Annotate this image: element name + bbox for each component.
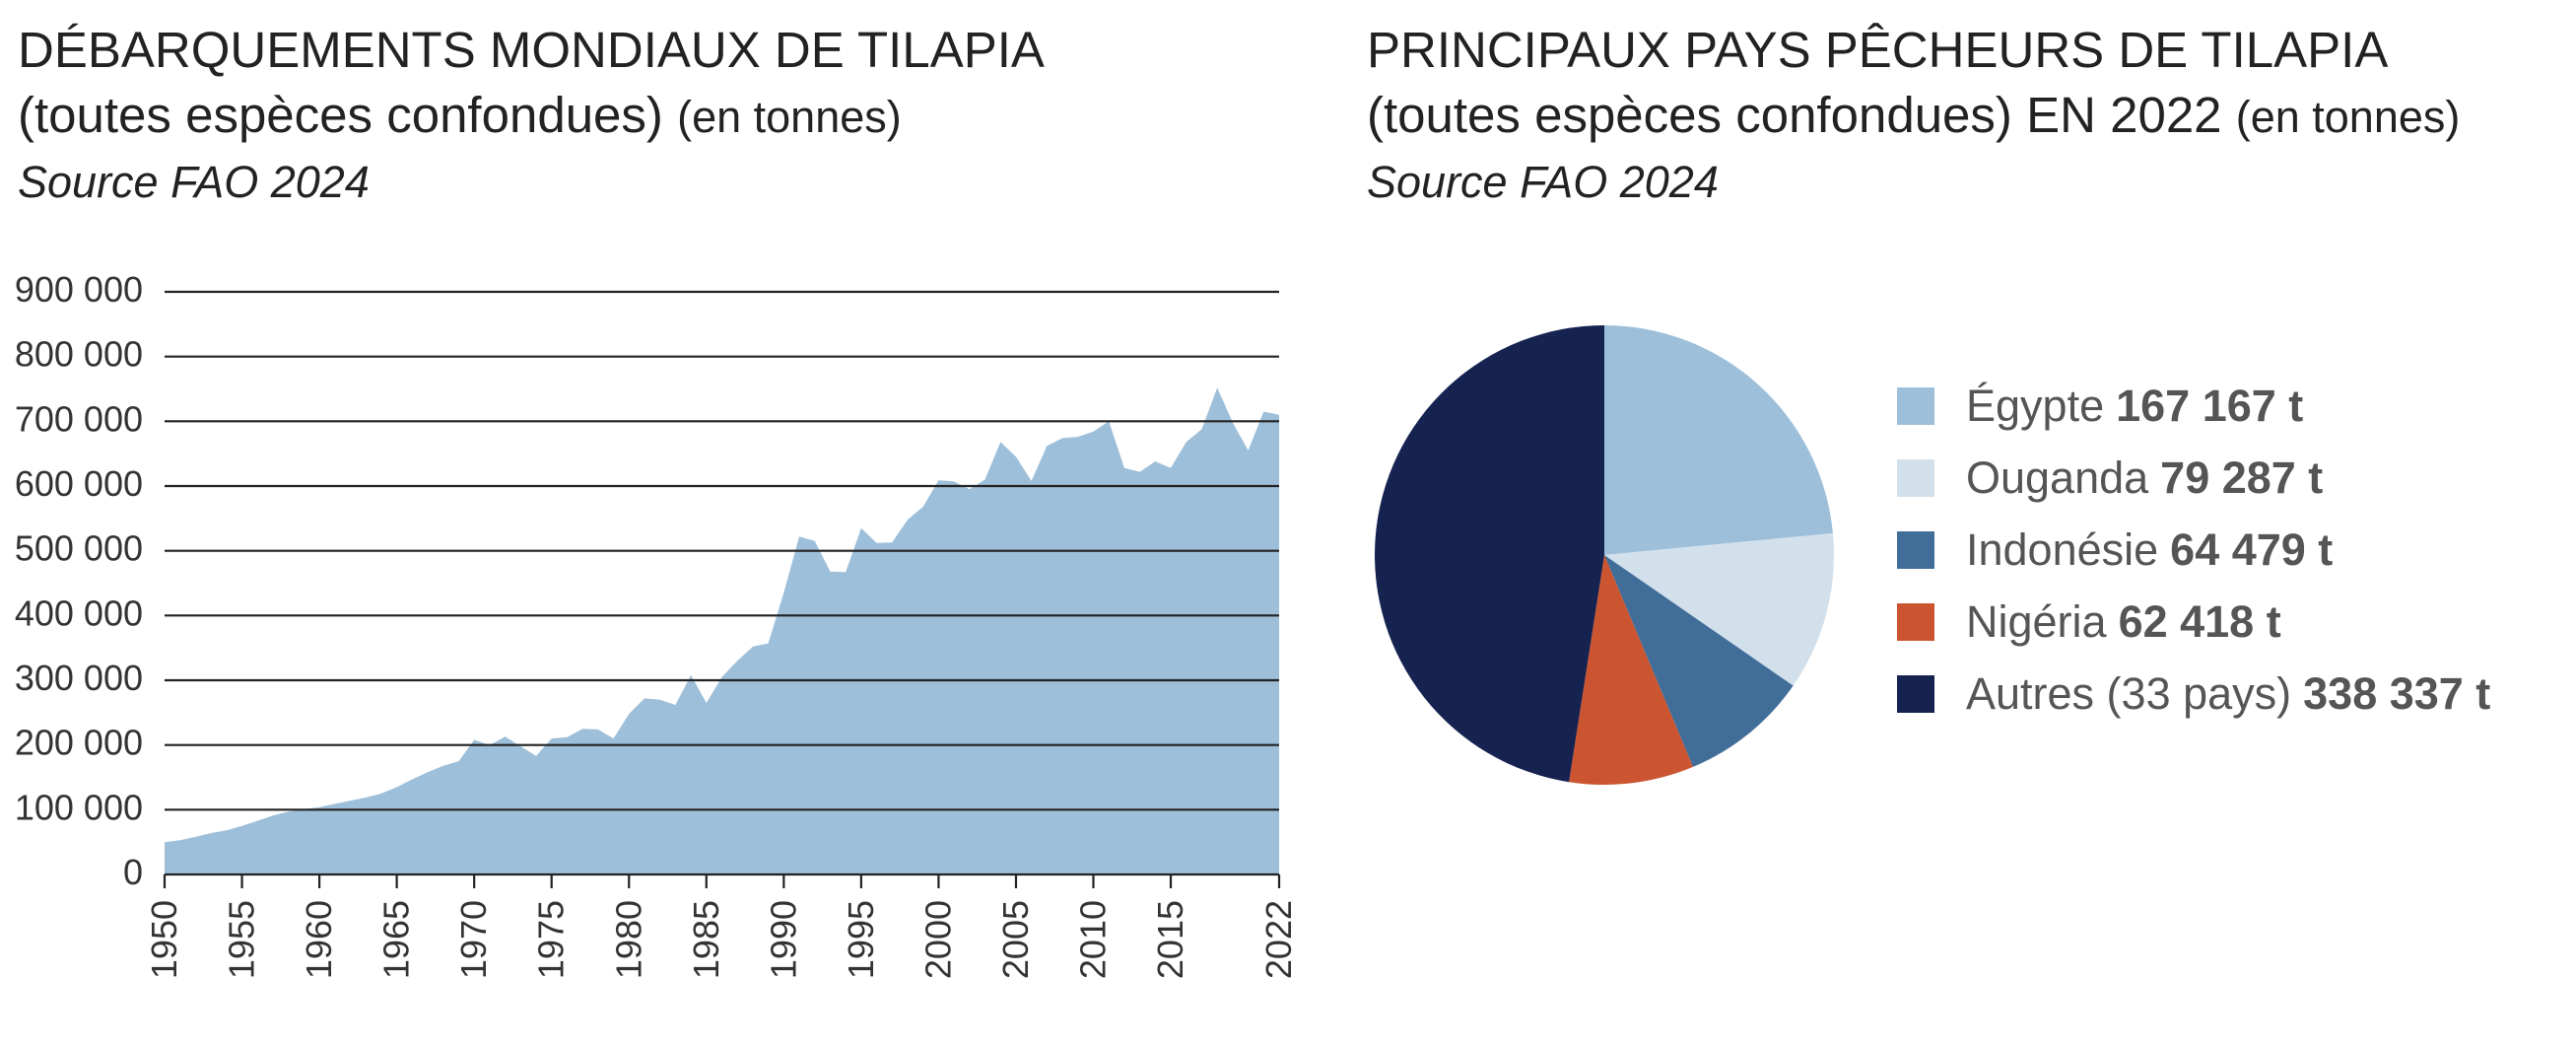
x-tick-label: 2022 [1258, 900, 1299, 979]
x-tick-label: 2015 [1150, 900, 1190, 979]
y-tick-label: 300 000 [15, 658, 143, 698]
countries-chart-title: PRINCIPAUX PAYS PÊCHEURS DE TILAPIA (tou… [1367, 18, 2460, 215]
legend-label: Indonésie [1966, 524, 2159, 575]
x-tick-label: 2010 [1073, 900, 1114, 979]
legend-label: Nigéria [1966, 595, 2107, 647]
legend-value: 79 287 t [2160, 452, 2324, 503]
x-tick-label: 2005 [995, 900, 1036, 979]
x-tick-label: 1950 [144, 900, 184, 979]
countries-source: Source FAO 2024 [1367, 157, 1719, 207]
landings-chart-panel: DÉBARQUEMENTS MONDIAUX DE TILAPIA (toute… [15, 18, 1299, 979]
legend-item-egypte: Égypte 167 167 t [1897, 370, 2490, 442]
y-tick-label: 400 000 [15, 593, 143, 633]
landings-chart-title: DÉBARQUEMENTS MONDIAUX DE TILAPIA (toute… [18, 18, 1045, 215]
legend-label: Autres (33 pays) [1966, 667, 2292, 719]
x-tick-label: 1955 [222, 900, 262, 979]
legend-item-ouganda: Ouganda 79 287 t [1897, 442, 2490, 514]
pie-slice-2 [1604, 555, 1794, 767]
x-tick-label: 1985 [686, 900, 726, 979]
y-tick-label: 100 000 [15, 787, 143, 827]
pie-slice-3 [1569, 555, 1693, 785]
x-tick-label: 2000 [917, 900, 958, 979]
landings-area [165, 387, 1279, 874]
countries-title-line2: (toutes espèces confondues) EN 2022 [1367, 87, 2222, 143]
x-tick-label: 1995 [841, 900, 881, 979]
x-tick-label: 1990 [763, 900, 803, 979]
landings-title-line2: (toutes espèces confondues) [18, 87, 663, 143]
landings-area-chart: 0 100 000 200 000 300 000 400 000 500 000 600 … [15, 269, 1299, 979]
x-tick-label: 1970 [453, 900, 494, 979]
pie-slice-0 [1604, 325, 1833, 555]
y-tick-label: 600 000 [15, 463, 143, 504]
landings-source: Source FAO 2024 [18, 157, 370, 207]
legend-label: Ouganda [1966, 452, 2149, 503]
legend-value: 64 479 t [2170, 524, 2334, 575]
y-tick-label: 0 [123, 852, 143, 892]
legend-swatch [1897, 674, 1934, 713]
y-tick-label: 500 000 [15, 528, 143, 569]
legend-swatch [1897, 530, 1934, 569]
x-tick-label: 1965 [376, 900, 417, 979]
legend-value: 62 418 t [2118, 595, 2281, 647]
countries-title-line1: PRINCIPAUX PAYS PÊCHEURS DE TILAPIA [1367, 22, 2389, 78]
pie-slice-4 [1375, 325, 1604, 783]
countries-pie-chart [1375, 325, 1834, 785]
countries-title-unit: (en tonnes) [2235, 92, 2461, 142]
legend-value: 338 337 t [2303, 667, 2491, 719]
legend-item-autres: Autres (33 pays) 338 337 t [1897, 658, 2490, 730]
y-tick-label: 800 000 [15, 334, 143, 375]
x-tick-label: 1975 [531, 900, 572, 979]
pie-legend: Égypte 167 167 t Ouganda 79 287 t Indoné… [1897, 370, 2490, 730]
y-tick-label: 900 000 [15, 269, 143, 310]
countries-chart-panel: PRINCIPAUX PAYS PÊCHEURS DE TILAPIA (tou… [1360, 0, 2576, 1047]
legend-swatch [1897, 458, 1934, 497]
legend-value: 167 167 t [2116, 380, 2304, 431]
y-tick-label: 200 000 [15, 723, 143, 763]
legend-label: Égypte [1966, 380, 2105, 431]
landings-title-unit: (en tonnes) [677, 92, 902, 142]
legend-swatch [1897, 602, 1934, 641]
legend-item-indonesie: Indonésie 64 479 t [1897, 514, 2490, 586]
x-tick-label: 1980 [608, 900, 648, 979]
x-tick-label: 1960 [299, 900, 339, 979]
y-tick-label: 700 000 [15, 398, 143, 439]
legend-item-nigeria: Nigéria 62 418 t [1897, 586, 2490, 658]
pie-slice-1 [1604, 532, 1834, 686]
legend-swatch [1897, 386, 1934, 425]
landings-title-line1: DÉBARQUEMENTS MONDIAUX DE TILAPIA [18, 22, 1045, 78]
